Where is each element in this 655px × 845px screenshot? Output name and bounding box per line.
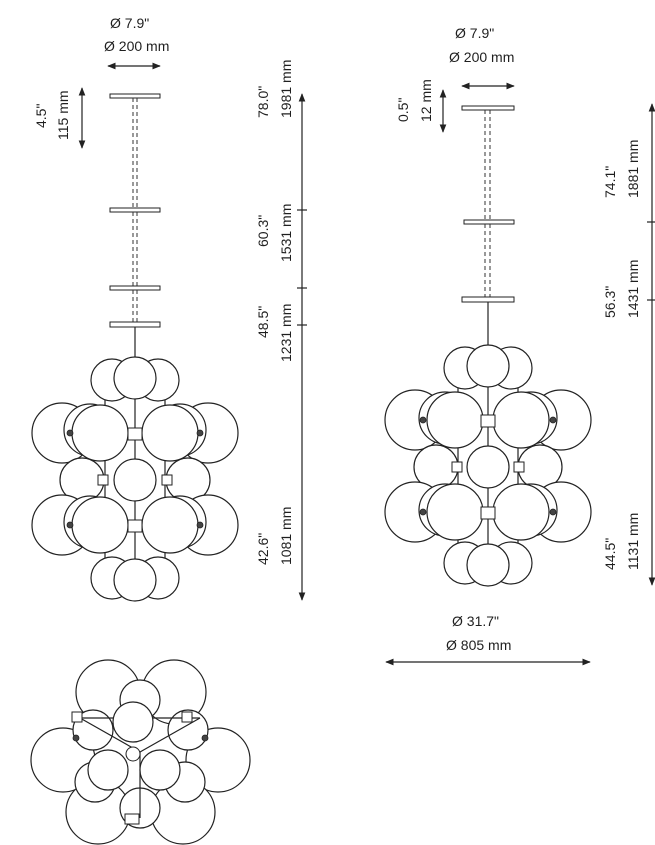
front-socket	[196, 521, 204, 529]
side-hub	[451, 461, 463, 473]
side-globe	[426, 391, 484, 449]
side-globe	[492, 483, 550, 541]
bottom-joint	[71, 711, 83, 723]
side-height-2-mm: 1431 mm	[625, 260, 641, 318]
side-view: Ø 7.9" Ø 200 mm 0.5" 12 mm	[384, 25, 655, 666]
side-canopy-diameter-in: Ø 7.9"	[455, 25, 494, 41]
bottom-arm	[139, 717, 201, 753]
front-hub	[97, 474, 109, 486]
side-socket	[419, 416, 427, 424]
side-globe	[466, 445, 510, 489]
front-canopy-drop-mm: 115 mm	[55, 90, 71, 140]
front-link-plate-2	[109, 285, 161, 291]
side-socket	[549, 416, 557, 424]
front-ceiling-plate	[109, 321, 161, 328]
bottom-joint	[124, 813, 140, 825]
bottom-socket	[201, 734, 209, 742]
front-overall-height-in: 78.0"	[255, 86, 271, 118]
front-globe	[71, 404, 129, 462]
front-height-2-mm: 1531 mm	[278, 204, 294, 262]
side-globe	[466, 344, 510, 388]
side-canopy-diameter-mm: Ø 200 mm	[449, 49, 514, 65]
side-ceiling-plate	[461, 296, 515, 303]
side-height-2-in: 56.3"	[602, 286, 618, 318]
bottom-globe	[167, 709, 209, 751]
front-canopy-diameter-mm: Ø 200 mm	[104, 38, 169, 54]
front-body-height-mm: 1081 mm	[278, 507, 294, 565]
front-height-3-mm: 1231 mm	[278, 304, 294, 362]
front-globe	[113, 458, 157, 502]
bottom-globe	[139, 749, 181, 791]
front-socket	[66, 521, 74, 529]
side-globe	[492, 391, 550, 449]
front-hub	[127, 519, 143, 533]
front-height-2-in: 60.3"	[255, 215, 271, 247]
front-socket	[196, 429, 204, 437]
front-canopy-diameter-in: Ø 7.9"	[110, 15, 149, 31]
front-globe	[141, 404, 199, 462]
front-globe	[113, 558, 157, 602]
side-overall-height-in: 74.1"	[602, 166, 618, 198]
front-globe	[141, 496, 199, 554]
front-canopy	[109, 93, 161, 99]
side-socket	[419, 508, 427, 516]
side-overall-height-mm: 1881 mm	[625, 140, 641, 198]
front-canopy-drop-in: 4.5"	[33, 104, 49, 128]
side-width-in: Ø 31.7"	[452, 613, 499, 629]
front-hub	[127, 427, 143, 441]
side-canopy-drop-mm: 12 mm	[418, 79, 434, 122]
bottom-socket	[72, 734, 80, 742]
bottom-arm	[79, 717, 141, 753]
side-width-mm: Ø 805 mm	[446, 637, 511, 653]
front-globe	[71, 496, 129, 554]
side-globe	[466, 543, 510, 587]
front-socket	[66, 429, 74, 437]
front-overall-height-mm: 1981 mm	[278, 60, 294, 118]
side-body-height-mm: 1131 mm	[625, 513, 641, 570]
side-hub	[480, 414, 496, 428]
front-view: Ø 7.9" Ø 200 mm 4.5" 115 mm	[31, 15, 307, 602]
side-globe	[426, 483, 484, 541]
front-hub	[161, 474, 173, 486]
side-hub	[480, 506, 496, 520]
front-height-3-in: 48.5"	[255, 306, 271, 338]
bottom-view	[30, 659, 251, 845]
side-body-height-in: 44.5"	[602, 538, 618, 570]
side-hub	[513, 461, 525, 473]
side-canopy	[461, 105, 515, 111]
bottom-joint	[181, 711, 193, 723]
front-globe	[113, 356, 157, 400]
side-canopy-drop-in: 0.5"	[395, 98, 411, 122]
front-body-height-in: 42.6"	[255, 533, 271, 565]
bottom-globe	[112, 701, 154, 743]
side-socket	[549, 508, 557, 516]
front-link-plate-1	[109, 207, 161, 213]
bottom-hub	[125, 746, 141, 762]
bottom-globe	[87, 749, 129, 791]
side-link-plate	[463, 219, 515, 225]
